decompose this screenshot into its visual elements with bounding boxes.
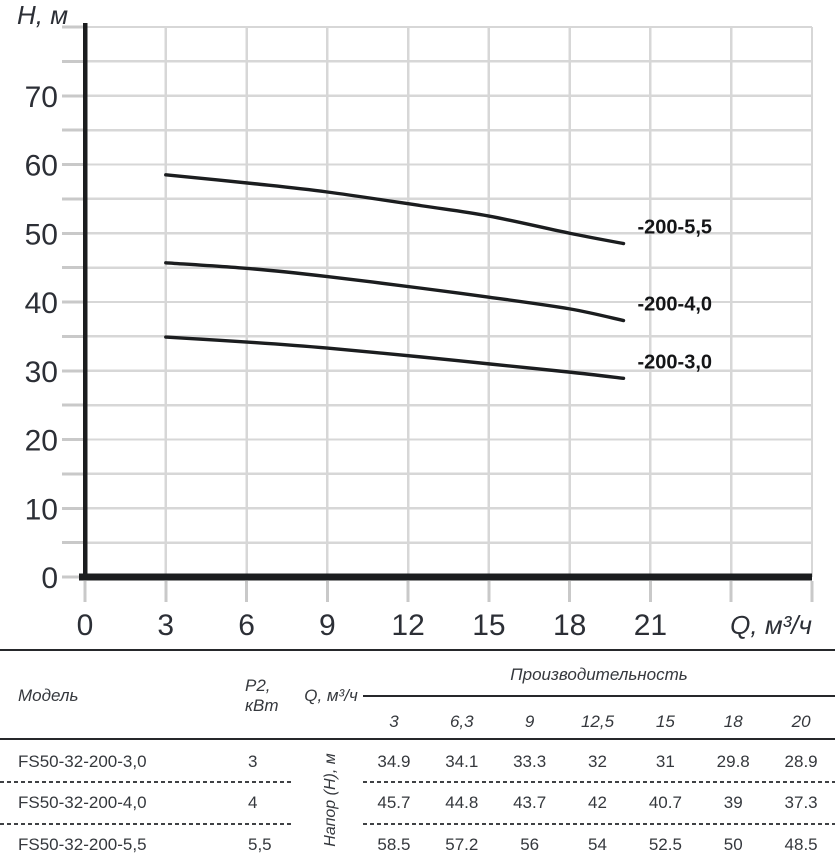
flow-column-header: 12,5 <box>580 712 615 731</box>
y-tick-label: 60 <box>25 150 58 183</box>
cell-head-value: 29.8 <box>716 752 750 771</box>
column-header-flow: Q, м³/ч <box>304 686 358 705</box>
x-tick-label: 6 <box>238 609 255 642</box>
y-axis-title: H, м <box>17 0 68 30</box>
cell-power: 3 <box>248 752 258 771</box>
cell-model: FS50-32-200-4,0 <box>18 793 147 812</box>
cell-model: FS50-32-200-3,0 <box>18 752 147 771</box>
y-tick-label: 30 <box>25 356 58 389</box>
flow-column-header: 3 <box>389 712 399 731</box>
pump-curve-200-3-0 <box>164 335 626 381</box>
row-divider-left <box>0 823 294 825</box>
cell-head-value: 34.1 <box>445 752 479 771</box>
cell-head-value: 45.7 <box>377 793 411 812</box>
cell-head-value: 50 <box>723 835 743 854</box>
cell-head-value: 33.3 <box>513 752 547 771</box>
pump-curves-chart: -200-5,5-200-4,0-200-3,0 010203040506070… <box>17 0 814 642</box>
chart-area: -200-5,5 -200-4,0 -200-3,0 0 10 20 30 40 50 60 70… <box>17 0 814 642</box>
chart-gridlines <box>85 25 814 577</box>
cell-head-value: 42 <box>588 793 607 812</box>
x-tick-label: 21 <box>634 609 667 642</box>
curve-label-200-3-0: -200-3,0 <box>638 351 713 373</box>
column-header-model: Модель <box>18 686 79 705</box>
performance-table: Модель P2, кВт Q, м³/ч Производительност… <box>0 646 835 864</box>
cell-power: 5,5 <box>248 835 272 854</box>
x-axis-title: Q, м³/ч <box>730 610 812 640</box>
flow-column-header: 9 <box>524 712 535 731</box>
y-tick-label: 10 <box>25 493 58 526</box>
cell-head-value: 31 <box>655 752 675 771</box>
x-tick-label: 12 <box>391 609 424 642</box>
chart-tick-labels: 0 10 20 30 40 50 60 70 0 3 6 9 12 15 18 21 <box>25 81 668 642</box>
cell-head-value: 39 <box>723 793 743 812</box>
cell-head-value: 44.8 <box>445 793 479 812</box>
cell-head-value: 58.5 <box>377 835 411 854</box>
row-divider-left <box>0 781 294 783</box>
header-bottom-border <box>0 738 835 740</box>
chart-axes <box>79 23 812 581</box>
curve-label-200-5-5: -200-5,5 <box>638 217 713 239</box>
chart-series: -200-5,5 -200-4,0 -200-3,0 <box>164 173 713 381</box>
flow-subheader-row: 3 6,3 9 12,5 15 18 20 <box>360 712 835 732</box>
cell-head-value: 32 <box>588 752 607 771</box>
performance-header-underline <box>363 695 835 697</box>
cell-head-value: 43.7 <box>513 793 547 812</box>
table-row: FS50-32-200-4,0 4 45.7 44.8 43.7 42 40.7 39 37.3 <box>0 783 835 823</box>
cell-head-value: 48.5 <box>784 835 818 854</box>
table-top-border <box>0 649 835 651</box>
flow-column-header: 15 <box>655 712 675 731</box>
column-header-power: P2, кВт <box>245 676 279 715</box>
cell-head-value: 40.7 <box>648 793 682 812</box>
y-tick-label: 50 <box>25 218 58 251</box>
cell-head-value: 57.2 <box>445 835 479 854</box>
cell-model: FS50-32-200-5,5 <box>18 835 147 854</box>
x-tick-label: 9 <box>319 609 336 642</box>
y-tick-label: 70 <box>25 81 58 114</box>
table-row: FS50-32-200-5,5 5,5 58.5 57.2 56 54 52.5 50 48.5 <box>0 825 835 864</box>
y-tick-label: 20 <box>25 425 58 458</box>
pump-curve-200-5-5 <box>164 173 626 246</box>
table-row: FS50-32-200-3,0 3 34.9 34.1 33.3 32 31 29.8 28.9 <box>0 742 835 782</box>
cell-head-value: 34.9 <box>377 752 411 771</box>
cell-head-value: 54 <box>588 835 607 854</box>
y-tick-label: 0 <box>41 562 58 595</box>
row-divider-right <box>363 823 835 825</box>
x-tick-label: 18 <box>553 609 586 642</box>
cell-power: 4 <box>248 793 258 812</box>
flow-column-header: 20 <box>791 712 811 731</box>
row-group-label-head: Напор (H), м <box>322 753 339 847</box>
row-divider-right <box>363 781 835 783</box>
chart-tick-marks <box>62 25 814 602</box>
cell-head-value: 52.5 <box>648 835 682 854</box>
y-tick-label: 40 <box>25 287 58 320</box>
pump-curve-200-4-0 <box>164 261 626 323</box>
cell-head-value: 56 <box>520 835 540 854</box>
column-header-performance: Производительность <box>510 665 688 684</box>
cell-head-value: 37.3 <box>784 793 818 812</box>
x-tick-label: 0 <box>77 609 94 642</box>
flow-column-header: 6,3 <box>449 712 474 731</box>
x-tick-label: 3 <box>157 609 174 642</box>
flow-column-header: 18 <box>723 712 743 731</box>
x-tick-label: 15 <box>472 609 505 642</box>
cell-head-value: 28.9 <box>784 752 818 771</box>
curve-label-200-4-0: -200-4,0 <box>638 294 713 316</box>
